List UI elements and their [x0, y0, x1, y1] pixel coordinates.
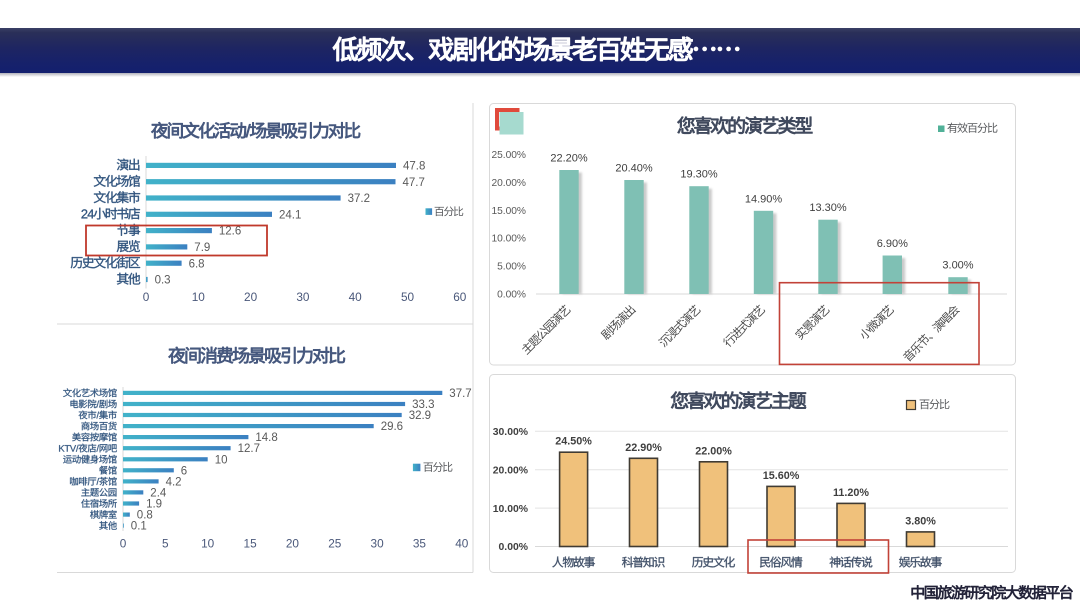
svg-text:7.9: 7.9 — [194, 242, 210, 254]
svg-text:1.9: 1.9 — [146, 499, 162, 511]
svg-text:60: 60 — [453, 290, 467, 304]
svg-text:37.2: 37.2 — [348, 193, 370, 205]
svg-text:0.00%: 0.00% — [497, 290, 526, 301]
svg-text:20: 20 — [244, 290, 258, 304]
svg-text:0: 0 — [143, 290, 150, 304]
svg-text:0.00%: 0.00% — [499, 542, 528, 553]
svg-text:37.7: 37.7 — [449, 388, 471, 400]
svg-text:22.90%: 22.90% — [625, 442, 662, 454]
svg-text:6.8: 6.8 — [189, 258, 205, 270]
svg-text:22.00%: 22.00% — [695, 445, 732, 457]
svg-text:10: 10 — [215, 454, 228, 466]
svg-text:20.00%: 20.00% — [491, 178, 526, 189]
svg-text:15: 15 — [244, 537, 258, 551]
svg-text:0.8: 0.8 — [137, 510, 153, 522]
svg-text:2.4: 2.4 — [150, 487, 167, 499]
svg-text:40: 40 — [349, 290, 363, 304]
svg-text:14.8: 14.8 — [255, 432, 277, 444]
svg-text:3.80%: 3.80% — [905, 515, 936, 527]
svg-text:19.30%: 19.30% — [680, 169, 718, 181]
svg-text:15.00%: 15.00% — [491, 206, 526, 217]
svg-text:6: 6 — [181, 465, 187, 477]
svg-text:6.90%: 6.90% — [877, 238, 908, 250]
svg-text:10.00%: 10.00% — [491, 234, 526, 245]
svg-text:30.00%: 30.00% — [493, 427, 528, 438]
svg-text:5.00%: 5.00% — [497, 262, 526, 273]
svg-text:32.9: 32.9 — [409, 410, 431, 422]
svg-text:15.60%: 15.60% — [763, 470, 800, 482]
svg-text:30: 30 — [371, 537, 385, 551]
svg-text:33.3: 33.3 — [412, 399, 434, 411]
svg-text:3.00%: 3.00% — [942, 260, 973, 272]
svg-text:24.1: 24.1 — [279, 209, 301, 221]
svg-text:20.40%: 20.40% — [615, 163, 653, 175]
svg-text:0.3: 0.3 — [155, 275, 171, 287]
svg-text:50: 50 — [401, 290, 415, 304]
svg-text:4.2: 4.2 — [166, 476, 182, 488]
svg-text:30: 30 — [296, 290, 310, 304]
svg-text:20.00%: 20.00% — [493, 465, 528, 476]
svg-text:10.00%: 10.00% — [493, 504, 528, 515]
svg-text:47.8: 47.8 — [403, 161, 425, 173]
svg-text:40: 40 — [455, 537, 469, 551]
svg-text:0.1: 0.1 — [131, 521, 147, 533]
svg-text:11.20%: 11.20% — [833, 487, 869, 499]
svg-text:13.30%: 13.30% — [809, 202, 847, 214]
svg-text:10: 10 — [192, 290, 206, 304]
svg-text:24.50%: 24.50% — [555, 436, 592, 448]
svg-text:35: 35 — [413, 537, 427, 551]
svg-text:25.00%: 25.00% — [491, 150, 526, 161]
svg-text:29.6: 29.6 — [381, 421, 403, 433]
svg-text:25: 25 — [328, 537, 342, 551]
svg-text:12.6: 12.6 — [219, 226, 241, 238]
svg-text:0: 0 — [120, 537, 127, 551]
svg-text:10: 10 — [201, 537, 215, 551]
svg-text:47.7: 47.7 — [403, 177, 425, 189]
svg-text:20: 20 — [286, 537, 300, 551]
svg-text:12.7: 12.7 — [238, 443, 260, 455]
svg-text:5: 5 — [162, 537, 169, 551]
svg-text:14.90%: 14.90% — [745, 193, 783, 205]
svg-text:22.20%: 22.20% — [550, 153, 588, 165]
